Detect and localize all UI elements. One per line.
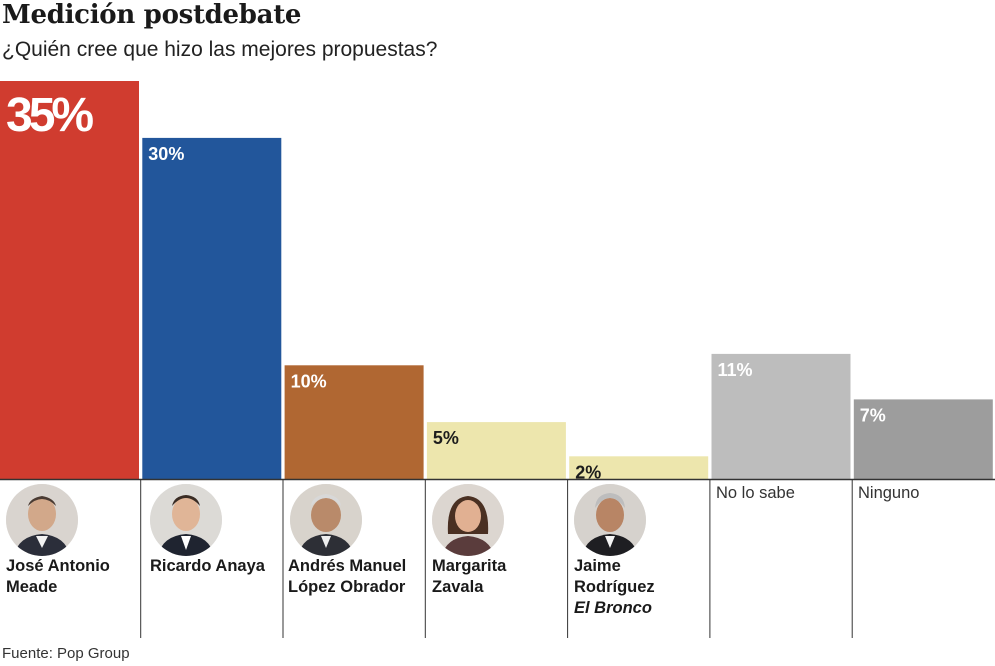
source-note: Fuente: Pop Group (2, 645, 130, 662)
value-label-amlo: 10% (291, 371, 327, 391)
label-meade-line1: José Antonio (6, 557, 110, 575)
label-anaya: Ricardo Anaya (150, 556, 265, 577)
label-no-lo-sabe-text: No lo sabe (716, 484, 795, 502)
value-label-meade: 35% (6, 89, 93, 142)
bar-zavala (426, 422, 566, 479)
value-label-no-lo-sabe: 11% (718, 360, 753, 380)
label-no-lo-sabe: No lo sabe (716, 483, 795, 504)
label-bronco-line1: Jaime (574, 557, 621, 575)
bronco-photo (574, 484, 646, 556)
label-bronco-nickname: El Bronco (574, 599, 652, 617)
label-meade-line2: Meade (6, 578, 58, 596)
chart-title: Medición postdebate (2, 0, 302, 30)
chart-subtitle: ¿Quién cree que hizo las mejores propues… (2, 38, 438, 61)
label-zavala-line1: Margarita (432, 557, 507, 575)
label-meade: José Antonio Meade (6, 556, 110, 598)
label-zavala-line2: Zavala (432, 578, 484, 596)
amlo-photo (290, 484, 362, 556)
value-label-anaya: 30% (148, 144, 184, 164)
anaya-photo (150, 484, 222, 556)
meade-photo (6, 484, 78, 556)
label-anaya-line1: Ricardo Anaya (150, 557, 265, 575)
value-label-zavala: 5% (433, 428, 459, 448)
bar-anaya (142, 137, 282, 479)
bar-ninguno (853, 399, 993, 479)
label-zavala: Margarita Zavala (432, 556, 506, 598)
label-bronco-line2: Rodríguez (574, 578, 655, 596)
zavala-photo (432, 484, 504, 556)
label-bronco-line3: El Bronco (574, 598, 655, 619)
bar-meade (0, 81, 139, 479)
label-amlo-line1: Andrés Manuel (288, 557, 407, 575)
label-ninguno: Ninguno (858, 483, 919, 504)
label-bronco: Jaime Rodríguez El Bronco (574, 556, 655, 619)
label-amlo: Andrés Manuel López Obrador (288, 556, 406, 598)
value-label-ninguno: 7% (860, 405, 886, 425)
value-label-bronco: 2% (575, 462, 601, 482)
bar-bronco (569, 456, 709, 479)
bar-no-lo-sabe (711, 353, 851, 479)
label-amlo-line2: López Obrador (288, 578, 406, 596)
bar-amlo (284, 365, 424, 479)
label-ninguno-text: Ninguno (858, 484, 920, 502)
